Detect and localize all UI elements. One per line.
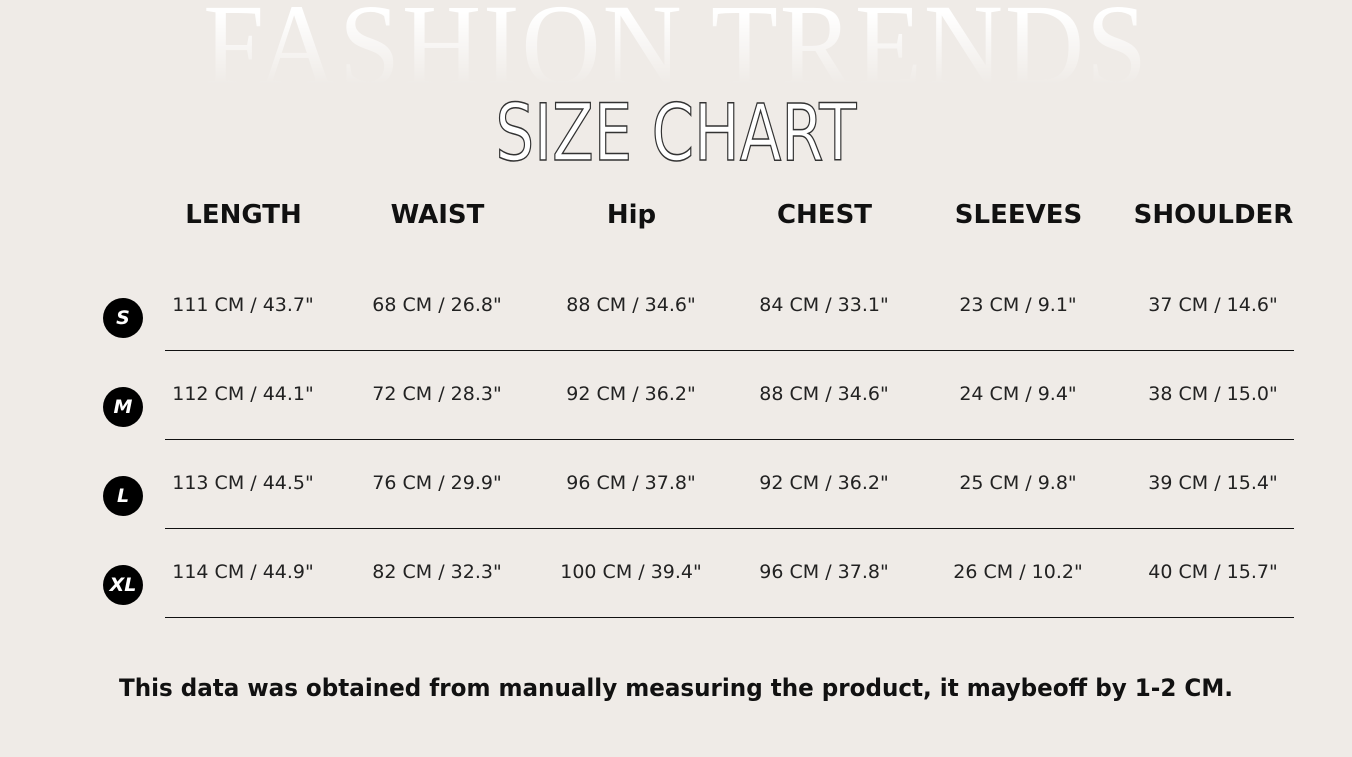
table-cell: 114 CM / 44.9" (172, 561, 314, 583)
table-cell: 25 CM / 9.8" (959, 472, 1077, 494)
table-cell: 88 CM / 34.6" (759, 383, 889, 405)
table-cell: 113 CM / 44.5" (172, 472, 314, 494)
background-title: FASHION TRENDS (47, 0, 1304, 105)
table-cell: 23 CM / 9.1" (959, 294, 1077, 316)
page-title: SIZE CHART (495, 89, 857, 179)
measurement-note: This data was obtained from manually mea… (118, 674, 1234, 702)
table-cell: 40 CM / 15.7" (1148, 561, 1278, 583)
table-cell: 26 CM / 10.2" (953, 561, 1083, 583)
table-cell: 112 CM / 44.1" (172, 383, 314, 405)
size-badge: L (103, 476, 143, 516)
column-header: Hip (606, 200, 657, 230)
table-cell: 111 CM / 43.7" (172, 294, 314, 316)
column-header: WAIST (390, 200, 485, 230)
table-cell: 92 CM / 36.2" (759, 472, 889, 494)
row-divider (165, 528, 1294, 529)
table-cell: 84 CM / 33.1" (759, 294, 889, 316)
table-cell: 96 CM / 37.8" (759, 561, 889, 583)
column-header: SHOULDER (1133, 200, 1294, 230)
table-cell: 37 CM / 14.6" (1148, 294, 1278, 316)
size-badge: S (103, 298, 143, 338)
row-divider (165, 350, 1294, 351)
table-cell: 88 CM / 34.6" (566, 294, 696, 316)
column-header: CHEST (776, 200, 873, 230)
table-cell: 76 CM / 29.9" (372, 472, 502, 494)
table-cell: 24 CM / 9.4" (959, 383, 1077, 405)
table-cell: 100 CM / 39.4" (560, 561, 702, 583)
size-badge: XL (103, 565, 143, 605)
table-cell: 39 CM / 15.4" (1148, 472, 1278, 494)
table-cell: 96 CM / 37.8" (566, 472, 696, 494)
table-cell: 72 CM / 28.3" (372, 383, 502, 405)
table-cell: 82 CM / 32.3" (372, 561, 502, 583)
column-header: LENGTH (185, 200, 302, 230)
row-divider (165, 439, 1294, 440)
table-cell: 38 CM / 15.0" (1148, 383, 1278, 405)
table-cell: 68 CM / 26.8" (372, 294, 502, 316)
column-header: SLEEVES (954, 200, 1083, 230)
table-cell: 92 CM / 36.2" (566, 383, 696, 405)
size-badge: M (103, 387, 143, 427)
row-divider (165, 617, 1294, 618)
